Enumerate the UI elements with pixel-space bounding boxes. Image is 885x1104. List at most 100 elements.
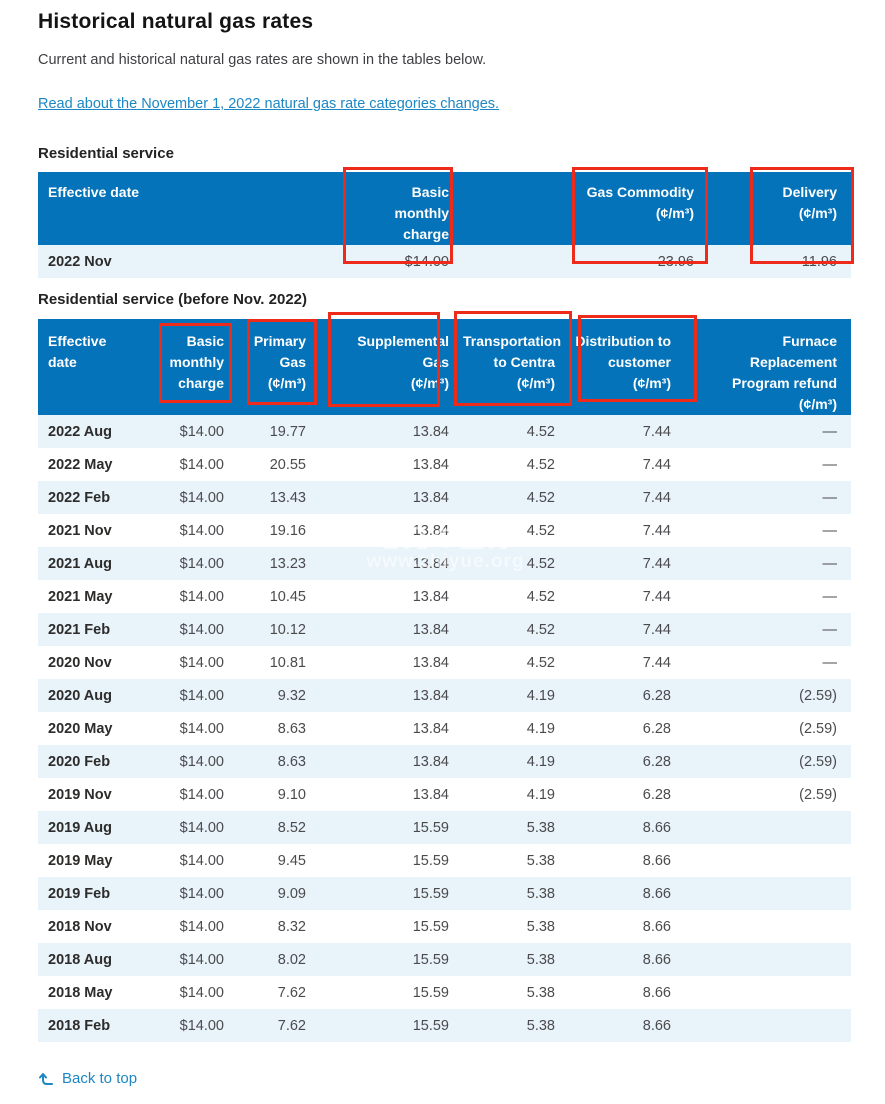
rate-value-cell: $14.00 <box>179 522 224 539</box>
back-to-top-link[interactable]: Back to top <box>38 1070 137 1087</box>
rate-value-cell: (2.59) <box>799 687 837 704</box>
rate-value-cell: 19.16 <box>269 522 306 539</box>
rate-value-cell: $14.00 <box>179 753 224 770</box>
rate-value-cell: $14.00 <box>179 555 224 572</box>
rate-value-cell: 4.52 <box>526 489 555 506</box>
rate-value-cell: 13.23 <box>269 555 306 572</box>
rate-value-cell: 8.66 <box>642 918 671 935</box>
rate-value-cell: $14.00 <box>179 819 224 836</box>
rate-value-cell: 13.84 <box>412 456 449 473</box>
rate-value-cell: 13.84 <box>412 654 449 671</box>
rate-value-cell <box>685 976 851 1009</box>
rate-value-cell: — <box>822 423 838 440</box>
rate-value-cell: 8.52 <box>277 819 306 836</box>
rate-value-cell: 8.66 <box>642 819 671 836</box>
effective-date-cell: 2018 Feb <box>48 1017 111 1034</box>
annotation-box-basic-monthly-charge-t2 <box>159 323 232 403</box>
rate-value-cell: 5.38 <box>526 1017 555 1034</box>
back-to-top-label: Back to top <box>62 1070 138 1087</box>
rate-value-cell: $14.00 <box>179 621 224 638</box>
table-row: 2021 Feb $14.00 10.12 13.84 4.52 7.44 — <box>38 613 851 646</box>
rate-value-cell: 10.81 <box>269 654 306 671</box>
table-row: 2020 May $14.00 8.63 13.84 4.19 6.28 (2.59) <box>38 712 851 745</box>
rate-value-cell: 5.38 <box>526 885 555 902</box>
rate-value-cell: 5.38 <box>526 918 555 935</box>
annotation-box-basic-monthly-charge-t1 <box>343 167 453 264</box>
annotation-box-distribution-to-customer-t2 <box>578 315 697 402</box>
annotation-box-transportation-to-centra-t2 <box>454 311 572 406</box>
rate-value-cell: 5.38 <box>526 951 555 968</box>
rate-value-cell: 13.84 <box>412 621 449 638</box>
table-row: 2022 May $14.00 20.55 13.84 4.52 7.44 — <box>38 448 851 481</box>
rate-value-cell: $14.00 <box>179 786 224 803</box>
rate-value-cell: 8.66 <box>642 1017 671 1034</box>
effective-date-cell: 2020 May <box>48 720 113 737</box>
column-header: Basic monthly charge <box>363 172 463 245</box>
effective-date-cell: 2022 May <box>48 456 113 473</box>
rate-value-cell: 13.84 <box>412 753 449 770</box>
rate-value-cell: — <box>822 555 838 572</box>
table-row: 2021 Nov $14.00 19.16 13.84 4.52 7.44 — <box>38 514 851 547</box>
rate-value-cell: 4.52 <box>526 654 555 671</box>
annotation-box-supplemental-gas-t2 <box>328 312 440 407</box>
table-row: 2020 Feb $14.00 8.63 13.84 4.19 6.28 (2.59) <box>38 745 851 778</box>
rate-value-cell: $14.00 <box>179 984 224 1001</box>
rate-value-cell: 8.66 <box>642 951 671 968</box>
rate-value-cell: 13.84 <box>412 555 449 572</box>
rate-value-cell: $14.00 <box>179 588 224 605</box>
residential-service-before-2022-table: Effective date Basic monthly charge Primar… <box>38 319 851 1042</box>
effective-date-cell: 2022 Nov <box>48 253 112 270</box>
rate-value-cell: 13.43 <box>269 489 306 506</box>
rate-value-cell: 13.84 <box>412 588 449 605</box>
table-row: 2018 Aug $14.00 8.02 15.59 5.38 8.66 <box>38 943 851 976</box>
effective-date-cell: 2021 Aug <box>48 555 112 572</box>
rate-value-cell: 5.38 <box>526 852 555 869</box>
rate-value-cell: $14.00 <box>179 720 224 737</box>
rate-value-cell: — <box>822 522 838 539</box>
rate-value-cell: 10.12 <box>269 621 306 638</box>
rate-value-cell <box>685 844 851 877</box>
rate-value-cell: (2.59) <box>799 720 837 737</box>
rate-value-cell: 7.44 <box>642 621 671 638</box>
rate-value-cell: 13.84 <box>412 522 449 539</box>
rate-value-cell: 5.38 <box>526 819 555 836</box>
rate-value-cell: 6.28 <box>642 786 671 803</box>
table-row: 2018 Nov $14.00 8.32 15.59 5.38 8.66 <box>38 910 851 943</box>
table-row: 2018 May $14.00 7.62 15.59 5.38 8.66 <box>38 976 851 1009</box>
table-row: 2019 Feb $14.00 9.09 15.59 5.38 8.66 <box>38 877 851 910</box>
rate-value-cell: 7.44 <box>642 489 671 506</box>
rate-value-cell: 15.59 <box>412 984 449 1001</box>
rate-value-cell: 9.32 <box>277 687 306 704</box>
rate-value-cell: 13.84 <box>412 786 449 803</box>
rate-value-cell: 8.63 <box>277 753 306 770</box>
rate-value-cell: 4.52 <box>526 588 555 605</box>
column-header: Delivery (¢/m³) <box>708 172 851 245</box>
rate-value-cell: 13.84 <box>412 687 449 704</box>
rate-value-cell: $14.00 <box>179 918 224 935</box>
rate-value-cell: 8.66 <box>642 984 671 1001</box>
effective-date-cell: 2019 Aug <box>48 819 112 836</box>
rate-value-cell: $14.00 <box>179 1017 224 1034</box>
rate-value-cell: $14.00 <box>179 852 224 869</box>
effective-date-cell: 2018 Nov <box>48 918 112 935</box>
effective-date-cell: 2018 May <box>48 984 113 1001</box>
column-header: Transportation to Centra (¢/m³) <box>463 319 569 415</box>
column-header: Effective date <box>38 172 363 245</box>
effective-date-cell: 2018 Aug <box>48 951 112 968</box>
table-row: 2019 May $14.00 9.45 15.59 5.38 8.66 <box>38 844 851 877</box>
effective-date-cell: 2021 Feb <box>48 621 111 638</box>
column-header: Effective date <box>38 319 155 415</box>
table-row: 2019 Nov $14.00 9.10 13.84 4.19 6.28 (2.59) <box>38 778 851 811</box>
table-row: 2022 Aug $14.00 19.77 13.84 4.52 7.44 — <box>38 415 851 448</box>
rate-value-cell: 4.19 <box>526 753 555 770</box>
column-header: Primary Gas (¢/m³) <box>238 319 320 415</box>
rate-categories-link[interactable]: Read about the November 1, 2022 natural … <box>38 96 500 112</box>
rate-value-cell: $14.00 <box>179 489 224 506</box>
rate-value-cell: 7.44 <box>642 555 671 572</box>
table-row: 2020 Nov $14.00 10.81 13.84 4.52 7.44 — <box>38 646 851 679</box>
rate-value-cell: 13.84 <box>412 423 449 440</box>
rate-value-cell: 15.59 <box>412 852 449 869</box>
rate-value-cell: — <box>822 456 838 473</box>
rate-value-cell: 7.62 <box>277 1017 306 1034</box>
effective-date-cell: 2019 Nov <box>48 786 112 803</box>
